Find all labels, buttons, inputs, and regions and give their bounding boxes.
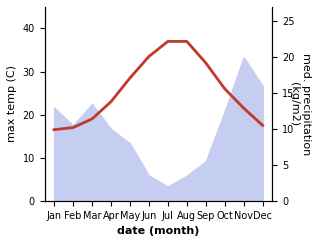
X-axis label: date (month): date (month)	[117, 226, 200, 236]
Y-axis label: max temp (C): max temp (C)	[7, 65, 17, 142]
Y-axis label: med. precipitation
(kg/m2): med. precipitation (kg/m2)	[289, 53, 311, 155]
